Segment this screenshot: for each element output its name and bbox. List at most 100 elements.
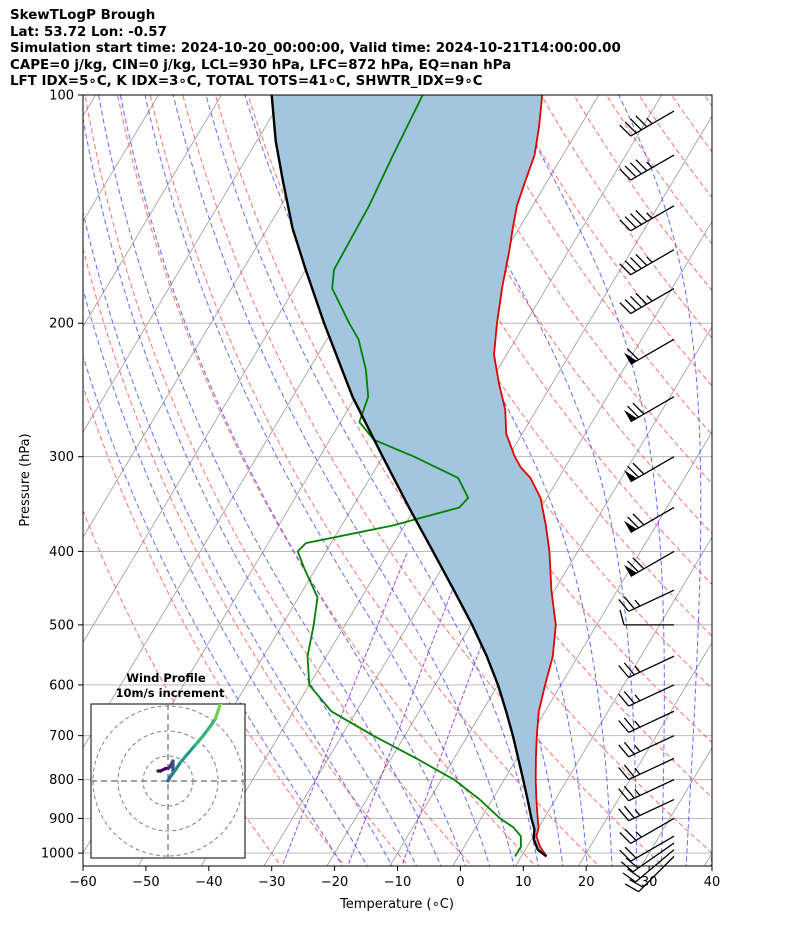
barb-half-feather bbox=[646, 295, 653, 302]
wind-barb bbox=[624, 855, 675, 893]
barb-full-feather bbox=[618, 599, 630, 612]
barb-staff bbox=[630, 205, 675, 232]
barb-half-feather bbox=[634, 694, 641, 702]
wind-barb bbox=[619, 835, 675, 862]
dry-adiabat bbox=[117, 95, 537, 866]
wind-barb bbox=[619, 154, 675, 181]
y-tick-label: 200 bbox=[49, 317, 74, 332]
barb-staff bbox=[630, 506, 675, 534]
chart-title: SkewTLogP Brough bbox=[10, 8, 156, 23]
barb-full-feather bbox=[624, 883, 639, 893]
x-axis-label: Temperature (∘C) bbox=[339, 897, 454, 912]
barb-full-feather bbox=[623, 717, 635, 731]
barb-staff bbox=[628, 779, 675, 802]
barb-full-feather bbox=[618, 788, 630, 802]
barb-staff bbox=[630, 154, 675, 181]
barb-full-feather bbox=[619, 168, 632, 181]
barb-half-feather bbox=[634, 767, 641, 775]
barb-full-feather bbox=[625, 857, 639, 869]
y-axis-label: Pressure (hPa) bbox=[18, 433, 33, 526]
barb-full-feather bbox=[623, 596, 635, 610]
hodograph-segment bbox=[228, 689, 231, 692]
moist-adiabat bbox=[83, 209, 393, 866]
barb-staff bbox=[630, 550, 675, 577]
barb-full-feather bbox=[627, 560, 639, 573]
barb-full-feather bbox=[624, 298, 637, 311]
barb-staff bbox=[628, 710, 675, 733]
y-tick-label: 400 bbox=[49, 545, 74, 560]
barb-half-feather bbox=[634, 745, 641, 752]
moist-adiabat bbox=[119, 95, 466, 866]
moist-adiabat bbox=[144, 95, 491, 866]
barb-staff bbox=[628, 684, 675, 707]
wind-barb bbox=[618, 710, 675, 733]
barb-full-feather bbox=[618, 808, 630, 822]
dry-adiabat bbox=[670, 95, 712, 153]
barb-full-feather bbox=[627, 348, 639, 361]
mixing-ratio-line bbox=[347, 551, 468, 866]
barb-full-feather bbox=[618, 767, 630, 780]
wind-barb bbox=[623, 338, 675, 365]
wind-profile-title: Wind Profile bbox=[126, 671, 206, 685]
wind-barb bbox=[618, 589, 675, 612]
x-tick-label: 10 bbox=[515, 875, 532, 890]
dry-adiabat bbox=[84, 95, 473, 866]
moist-adiabat bbox=[205, 95, 539, 866]
y-tick-label: 800 bbox=[49, 773, 74, 788]
wind-profile-inset: Wind Profile 10m/s increment bbox=[90, 671, 246, 859]
moist-adiabat bbox=[83, 287, 368, 866]
x-axis-ticks: −60 −50 −40 −30 −20 −10 0 10 20 30 40 bbox=[69, 866, 720, 890]
barb-full-feather bbox=[632, 462, 645, 475]
x-tick-label: 30 bbox=[641, 875, 658, 890]
barb-half-feather bbox=[646, 256, 653, 263]
y-tick-label: 600 bbox=[49, 678, 74, 693]
barb-staff bbox=[638, 855, 675, 893]
y-tick-label: 500 bbox=[49, 618, 74, 633]
moist-adiabat bbox=[710, 846, 712, 866]
location-line: Lat: 53.72 Lon: -0.57 bbox=[10, 24, 167, 40]
isotherm-line bbox=[578, 641, 712, 866]
barb-half-feather bbox=[646, 117, 653, 125]
barb-staff bbox=[628, 655, 675, 678]
barb-full-feather bbox=[623, 662, 635, 676]
wind-barb bbox=[623, 456, 675, 483]
barb-full-feather bbox=[623, 741, 635, 755]
hodograph-segment bbox=[226, 691, 229, 694]
barb-full-feather bbox=[630, 118, 642, 131]
barb-full-feather bbox=[619, 831, 632, 844]
chart-header: SkewTLogP Brough Lat: 53.72 Lon: -0.57 S… bbox=[10, 8, 780, 91]
isotherm-line bbox=[703, 852, 712, 866]
barb-half-feather bbox=[634, 599, 641, 607]
barb-staff bbox=[630, 110, 675, 137]
barb-half-feather bbox=[634, 789, 641, 796]
barb-full-feather bbox=[635, 253, 648, 266]
barb-full-feather bbox=[624, 828, 637, 841]
barb-staff bbox=[628, 798, 675, 822]
barb-full-feather bbox=[618, 744, 630, 758]
hodograph-segment bbox=[186, 743, 198, 756]
barb-half-feather bbox=[646, 212, 653, 219]
barb-full-feather bbox=[618, 693, 630, 707]
wind-profile-plot bbox=[91, 689, 245, 858]
dry-adiabat bbox=[573, 95, 712, 292]
barb-half-feather bbox=[635, 831, 642, 838]
barb-full-feather bbox=[618, 720, 630, 733]
wind-barb bbox=[618, 779, 675, 802]
barb-full-feather bbox=[623, 691, 635, 704]
barb-staff bbox=[630, 338, 675, 365]
hodograph-segment bbox=[193, 734, 205, 747]
barb-half-feather bbox=[634, 665, 641, 673]
barb-full-feather bbox=[630, 257, 642, 269]
profiles bbox=[270, 95, 557, 858]
barb-full-feather bbox=[624, 165, 637, 178]
barb-flag bbox=[623, 409, 637, 422]
barb-flag bbox=[623, 352, 637, 365]
barb-staff bbox=[630, 456, 675, 483]
background-lines bbox=[83, 95, 712, 866]
y-tick-label: 900 bbox=[49, 812, 74, 827]
x-tick-label: −40 bbox=[195, 875, 222, 890]
hodograph-segment bbox=[201, 724, 213, 738]
barb-full-feather bbox=[619, 302, 632, 314]
barb-staff bbox=[630, 396, 675, 423]
isotherm-line bbox=[83, 95, 285, 433]
